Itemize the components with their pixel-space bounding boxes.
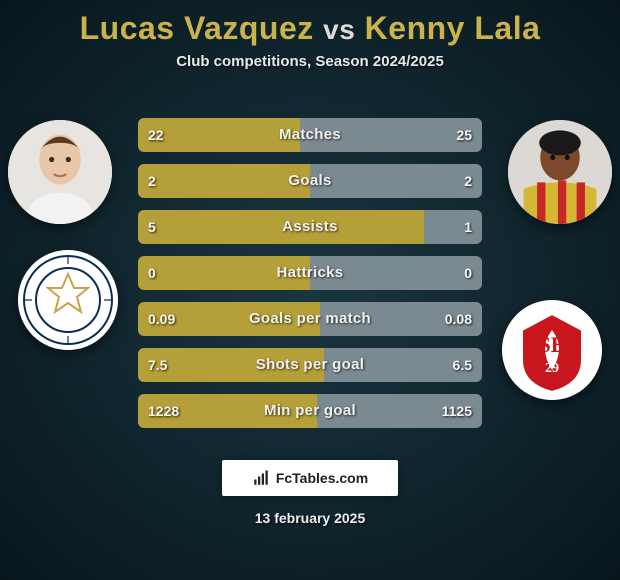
player1-club-badge: [18, 250, 118, 350]
stats-bar-list: 2225Matches 22Goals 51Assists 00Hattricks 0.…: [138, 118, 482, 440]
brand-badge: FcTables.com: [222, 460, 398, 496]
club-crest-icon: SB 29: [502, 300, 602, 400]
stat-row: 12281125Min per goal: [138, 394, 482, 428]
stat-label: Matches: [138, 118, 482, 152]
stat-row: 51Assists: [138, 210, 482, 244]
comparison-title: Lucas Vazquez vs Kenny Lala: [0, 0, 620, 47]
stat-label: Hattricks: [138, 256, 482, 290]
stat-label: Shots per goal: [138, 348, 482, 382]
stat-label: Assists: [138, 210, 482, 244]
stat-row: 0.090.08Goals per match: [138, 302, 482, 336]
person-icon: [8, 120, 112, 224]
chart-icon: [252, 469, 270, 487]
player1-name: Lucas Vazquez: [80, 10, 314, 46]
stat-label: Min per goal: [138, 394, 482, 428]
player2-avatar: [508, 120, 612, 224]
stat-row: 00Hattricks: [138, 256, 482, 290]
snapshot-date: 13 february 2025: [0, 510, 620, 526]
brand-text: FcTables.com: [276, 470, 368, 486]
comparison-subtitle: Club competitions, Season 2024/2025: [0, 53, 620, 70]
player2-club-badge: SB 29: [502, 300, 602, 400]
club-badge-subtext: 29: [545, 361, 559, 376]
stat-row: 7.56.5Shots per goal: [138, 348, 482, 382]
comparison-stage: SB 29 2225Matches 22Goals 51Assists 00Hattr…: [0, 100, 620, 440]
stat-label: Goals: [138, 164, 482, 198]
stat-row: 22Goals: [138, 164, 482, 198]
person-icon: [508, 120, 612, 224]
vs-label: vs: [323, 14, 355, 45]
stat-label: Goals per match: [138, 302, 482, 336]
club-crest-icon: [18, 250, 118, 350]
player2-name: Kenny Lala: [365, 10, 541, 46]
stat-row: 2225Matches: [138, 118, 482, 152]
player1-avatar: [8, 120, 112, 224]
club-badge-text: SB: [539, 332, 566, 357]
